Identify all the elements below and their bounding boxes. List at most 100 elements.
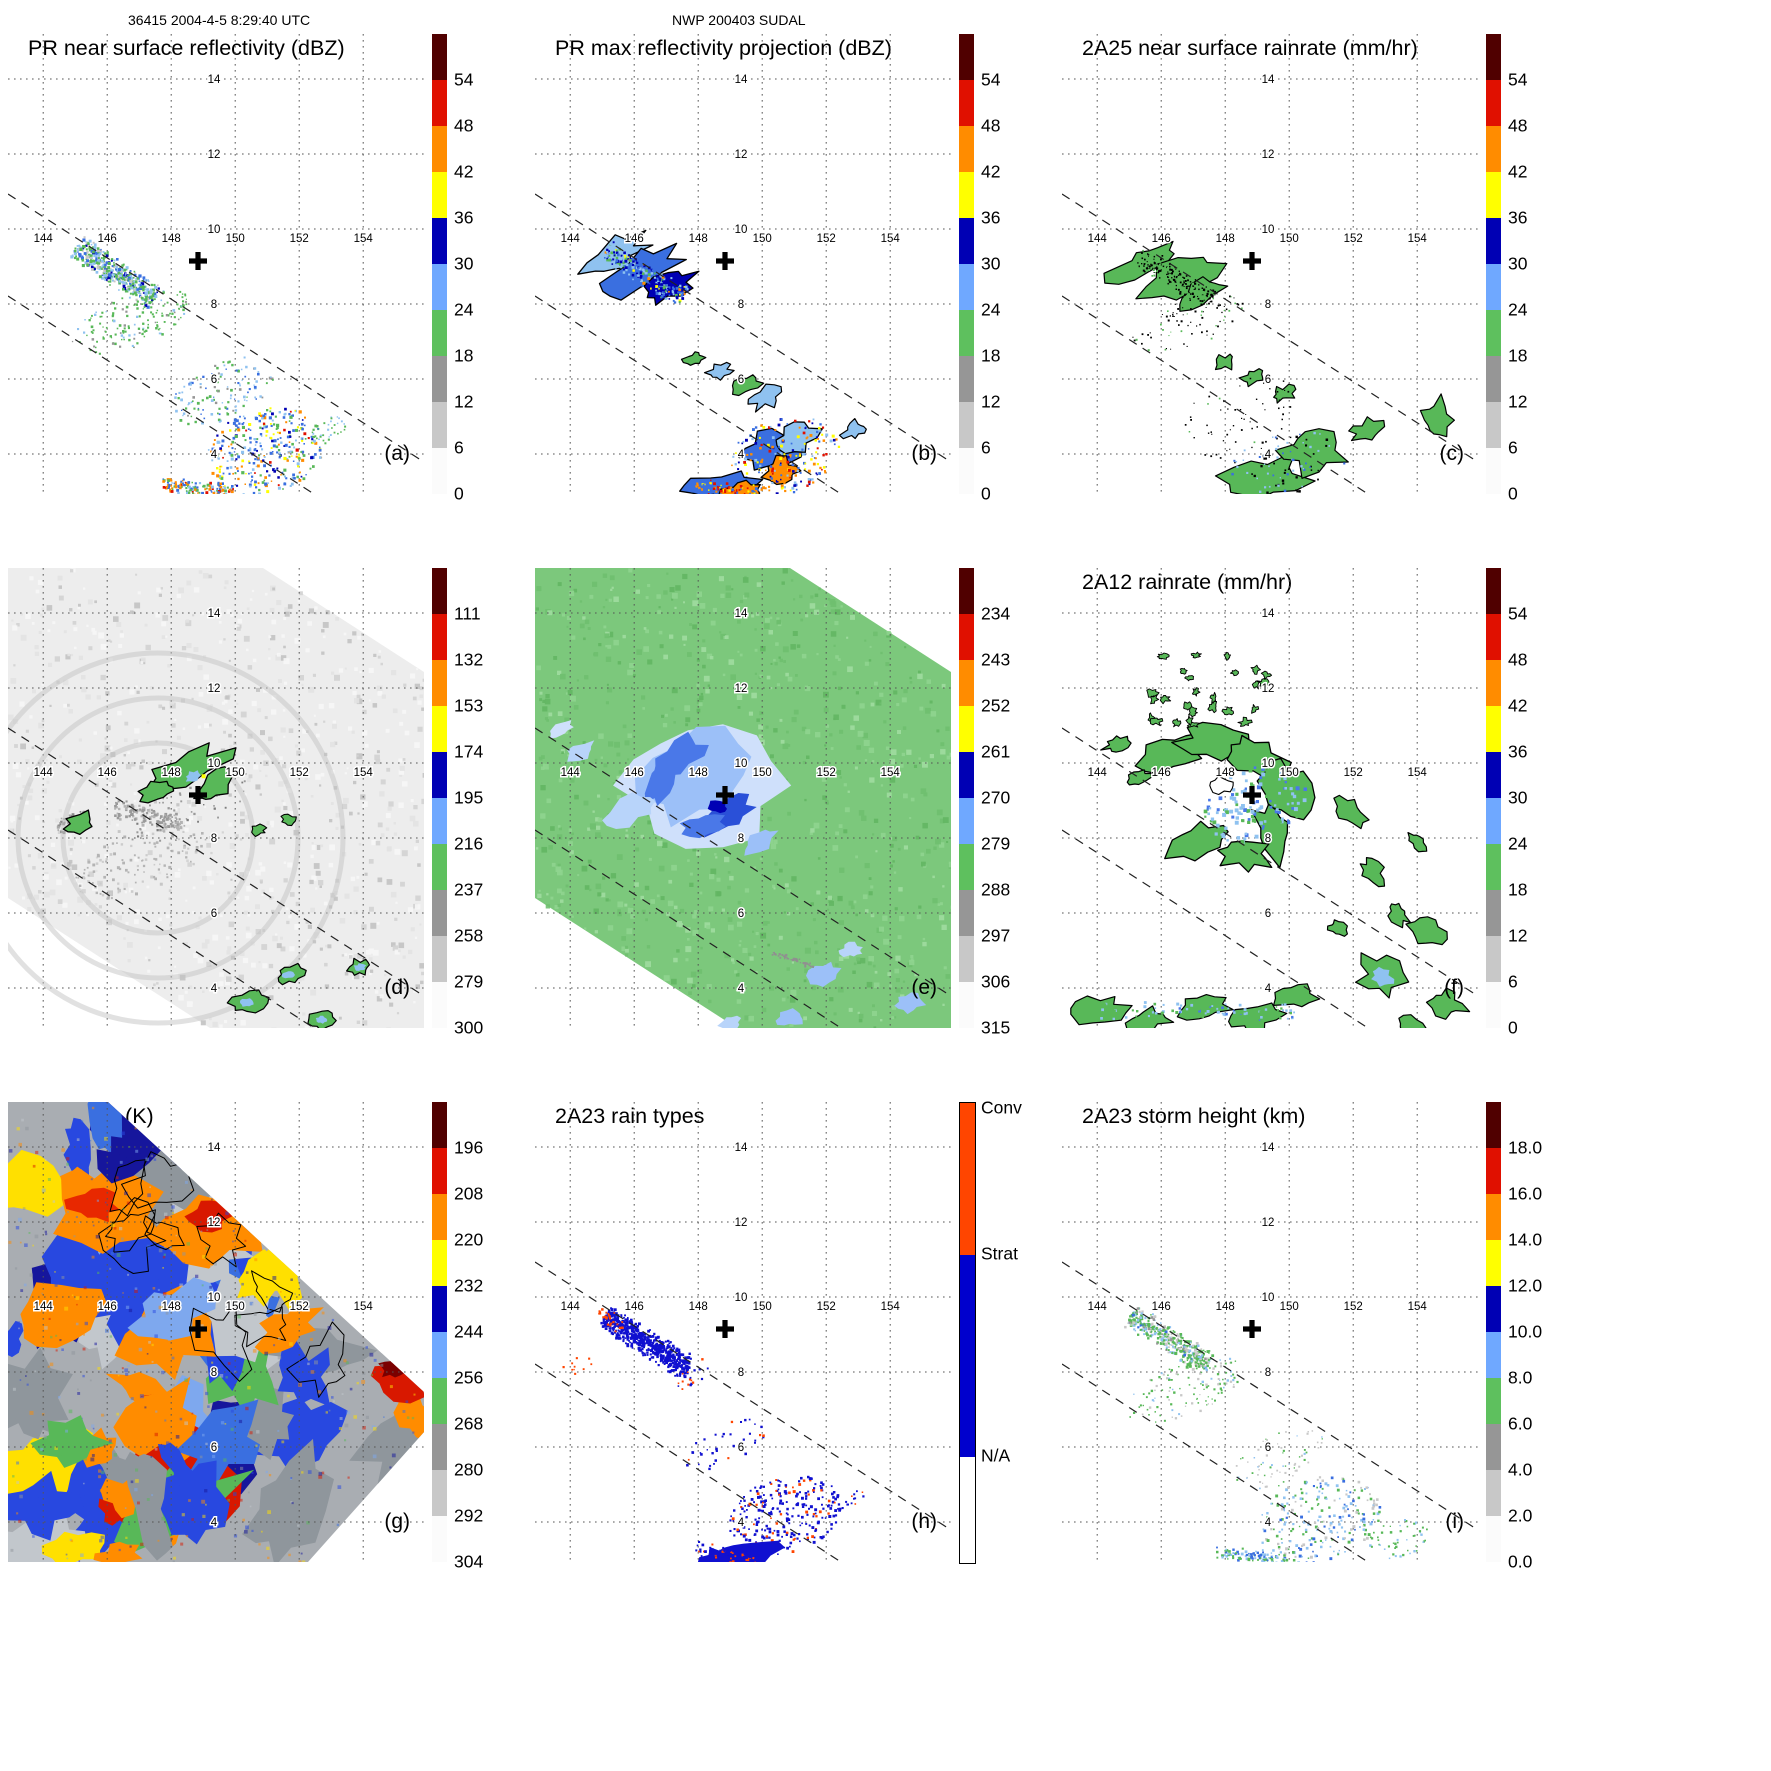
colorbar-tick: 232: [454, 1275, 484, 1296]
colorbar-d: [432, 568, 447, 1028]
panel-c: 2A25 near surface rainrate (mm/hr) 144 146…: [1056, 24, 1583, 558]
storm-center-marker: [716, 252, 734, 270]
colorbar-segment: [1486, 982, 1501, 1028]
swath-edge-lines: [535, 193, 951, 494]
colorbar-tick: 12: [981, 391, 1001, 412]
colorbar-segment: [959, 844, 974, 890]
colorbar-segment: [959, 218, 974, 264]
storm-center-marker: [716, 786, 734, 804]
svg-text:150: 150: [753, 767, 772, 779]
colorbar-tick: 48: [454, 115, 474, 136]
svg-text:6: 6: [738, 908, 744, 920]
colorbar-tick: 261: [981, 741, 1011, 762]
svg-text:10: 10: [735, 758, 748, 770]
colorbar-tick: 30: [981, 253, 1001, 274]
storm-center-marker: [189, 786, 207, 804]
colorbar-tick: 174: [454, 741, 484, 762]
svg-text:14: 14: [208, 74, 221, 86]
panel-title-h: 2A23 rain types: [555, 1104, 705, 1128]
colorbar-segment: [432, 660, 447, 706]
colorbar-c: [1486, 34, 1501, 494]
svg-text:10: 10: [208, 758, 221, 770]
swath-edge-lines: [535, 1261, 951, 1562]
virs-field: [8, 1102, 424, 1562]
colorbar-tick: 4.0: [1508, 1459, 1533, 1480]
svg-text:8: 8: [211, 833, 217, 845]
colorbar-tick: 6: [1508, 437, 1518, 458]
header-orbit-timestamp: 36415 2004-4-5 8:29:40 UTC: [128, 12, 311, 28]
colorbar-segment: [960, 1255, 975, 1457]
colorbar-tick: 268: [454, 1413, 484, 1434]
svg-text:12: 12: [208, 149, 221, 161]
colorbar-tick: 18: [1508, 345, 1528, 366]
colorbar-segment: [1486, 1286, 1501, 1332]
svg-text:144: 144: [561, 233, 581, 245]
panel-letter: (i): [1445, 1510, 1464, 1533]
colorbar-tick: 315: [981, 1017, 1011, 1038]
svg-text:144: 144: [34, 767, 54, 779]
svg-text:148: 148: [1216, 767, 1235, 779]
colorbar-tick: 24: [454, 299, 474, 320]
colorbar-segment: [959, 402, 974, 448]
panel-g: VIRS TB11 (K)144146148150152154141210864…: [2, 1092, 529, 1626]
colorbar-segment: [959, 80, 974, 126]
colorbar-segment: [959, 448, 974, 494]
svg-text:154: 154: [1408, 767, 1428, 779]
colorbar-segment: [1486, 402, 1501, 448]
svg-text:152: 152: [1344, 233, 1363, 245]
colorbar-segment: [432, 568, 447, 614]
colorbar-tick: 24: [1508, 299, 1528, 320]
colorbar-tick: 6: [454, 437, 464, 458]
colorbar-segment: [432, 1286, 447, 1332]
colorbar-tick: 280: [454, 1459, 484, 1480]
colorbar-segment: [959, 798, 974, 844]
storm-center-marker: [189, 252, 207, 270]
swath-edge-lines: [1062, 1261, 1478, 1562]
colorbar-tick: 258: [454, 925, 484, 946]
svg-text:152: 152: [1344, 767, 1363, 779]
colorbar-segment: [432, 706, 447, 752]
colorbar-segment: [1486, 1102, 1501, 1148]
colorbar-tick: 6: [1508, 971, 1518, 992]
colorbar-tick: 36: [1508, 741, 1528, 762]
svg-text:10: 10: [735, 224, 748, 236]
colorbar-segment: [432, 80, 447, 126]
colorbar-tick: 220: [454, 1229, 484, 1250]
colorbar-segment: [432, 1240, 447, 1286]
colorbar-tick: 8.0: [1508, 1367, 1533, 1388]
colorbar-label-na: N/A: [981, 1445, 1011, 1466]
axis-labels: 144 146 148 150 152 154 14 12 10 8 6 4: [32, 607, 375, 997]
colorbar-a: [432, 34, 447, 494]
panel-d: 85GHz PCT (K)144146148150152154141210864…: [2, 558, 529, 1092]
panel-e: 37GHz PCT (K)144146148150152154141210864…: [529, 558, 1056, 1092]
colorbar-segment: [432, 1332, 447, 1378]
data-layer: [550, 720, 927, 1028]
svg-text:12: 12: [735, 683, 748, 695]
svg-text:144: 144: [1088, 233, 1108, 245]
colorbar-tick: 300: [454, 1017, 484, 1038]
colorbar-segment: [432, 1470, 447, 1516]
svg-text:8: 8: [211, 299, 217, 311]
colorbar-tick: 279: [981, 833, 1011, 854]
colorbar-tick: 42: [454, 161, 474, 182]
data-layer: [1070, 651, 1471, 1028]
colorbar-segment: [1486, 1424, 1501, 1470]
colorbar-segment: [432, 448, 447, 494]
storm-center-marker: [1243, 786, 1261, 804]
panel-h: 2A23 rain types 144 146 148 150 152 154 14 12 10 8…: [529, 1092, 1056, 1626]
svg-text:148: 148: [689, 233, 708, 245]
colorbar-tick: 292: [454, 1505, 484, 1526]
svg-text:4: 4: [211, 449, 218, 461]
colorbar-tick: 237: [454, 879, 484, 900]
svg-text:10: 10: [208, 224, 221, 236]
colorbar-tick: 0: [981, 483, 991, 504]
map-e: 144 146 148 150 152 154 14 12 10 8 6 4 (e): [535, 568, 951, 1028]
svg-text:146: 146: [98, 767, 117, 779]
svg-text:8: 8: [738, 833, 744, 845]
panel-title-f: 2A12 rainrate (mm/hr): [1082, 570, 1293, 594]
swath-edge-lines: [8, 727, 424, 1028]
svg-text:146: 146: [1152, 767, 1171, 779]
colorbar-tick: 54: [1508, 603, 1528, 624]
